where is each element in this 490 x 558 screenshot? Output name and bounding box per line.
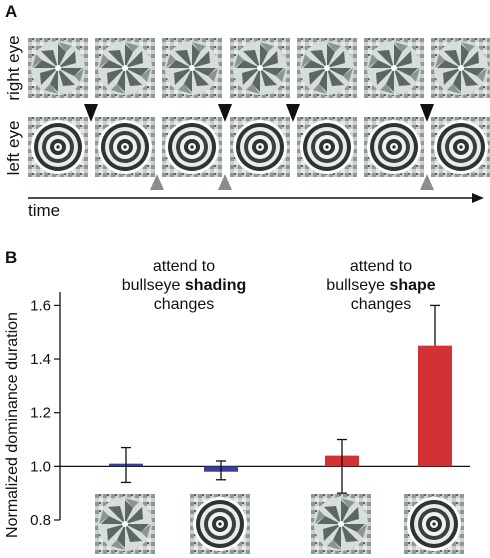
y-tick-label: 1.0 <box>30 458 51 475</box>
up-arrow-3 <box>420 174 434 190</box>
y-tick-label: 1.4 <box>30 351 51 368</box>
condition-label-shading: attend to bullseye shading changes <box>98 257 270 314</box>
shape-label-line2: bullseye <box>326 277 390 294</box>
y-tick-label: 0.8 <box>30 512 51 529</box>
y-axis-label: Normalized dominance duration <box>4 312 21 538</box>
shape-label-line1: attend to <box>349 258 413 275</box>
y-tick-label: 1.6 <box>30 297 51 314</box>
shading-label-emphasis: shading <box>184 277 247 294</box>
bar-shape-bullseye <box>418 345 452 467</box>
condition-label-shape: attend to bullseye shape changes <box>296 257 466 314</box>
down-arrow-2 <box>218 104 232 122</box>
panel-b-letter: B <box>5 248 18 267</box>
panel-a-figure <box>28 38 490 203</box>
shape-flower-image <box>311 494 371 554</box>
time-label: time <box>28 201 61 220</box>
down-arrow-4 <box>420 104 434 122</box>
shading-label-line1: attend to <box>152 258 216 275</box>
shape-label-emphasis: shape <box>389 277 436 294</box>
shading-label-line3: changes <box>153 296 215 313</box>
y-tick-label: 1.2 <box>30 405 51 422</box>
shape-bullseye-image <box>404 494 464 554</box>
time-arrowhead <box>472 193 484 203</box>
down-arrow-3 <box>286 104 300 122</box>
shading-bullseye-image <box>190 494 250 554</box>
panel-a-letter: A <box>5 2 18 21</box>
down-arrow-1 <box>84 104 98 122</box>
shading-label-line2: bullseye <box>121 277 185 294</box>
up-arrow-1 <box>150 174 164 190</box>
shape-label-line3: changes <box>350 296 412 313</box>
up-arrow-2 <box>218 174 232 190</box>
shading-flower-image <box>95 494 155 554</box>
